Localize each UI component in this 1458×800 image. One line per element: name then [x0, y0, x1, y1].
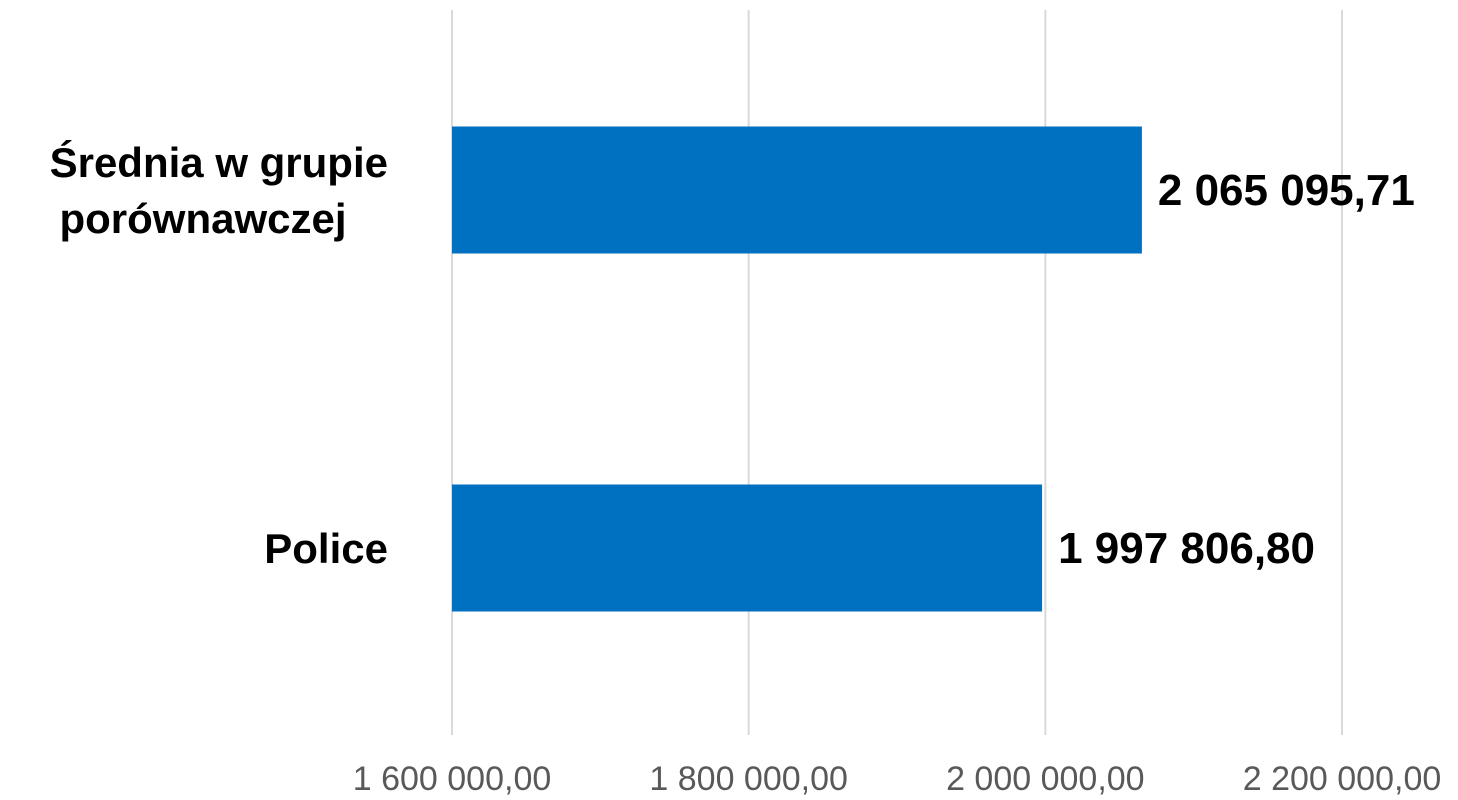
- bar: [452, 484, 1043, 612]
- x-tick-label: 1 600 000,00: [353, 760, 552, 798]
- category-label: Średnia w grupie: [50, 138, 388, 186]
- category-axis-labels: Średnia w grupie porównawczej Police: [50, 138, 388, 572]
- data-label: 1 997 806,80: [1058, 524, 1315, 573]
- bar: [452, 126, 1142, 254]
- data-labels: 2 065 095,71 1 997 806,80: [1058, 166, 1415, 573]
- value-axis-tick-labels: 1 600 000,00 1 800 000,00 2 000 000,00 2 20…: [353, 760, 1442, 798]
- x-tick-label: 2 200 000,00: [1243, 760, 1442, 798]
- category-label: Police: [264, 525, 388, 572]
- data-label: 2 065 095,71: [1158, 166, 1415, 215]
- bars: [452, 126, 1142, 612]
- x-tick-label: 2 000 000,00: [946, 760, 1145, 798]
- gridlines: [451, 10, 1343, 735]
- category-label: porównawczej: [59, 195, 346, 242]
- x-tick-label: 1 800 000,00: [649, 760, 848, 798]
